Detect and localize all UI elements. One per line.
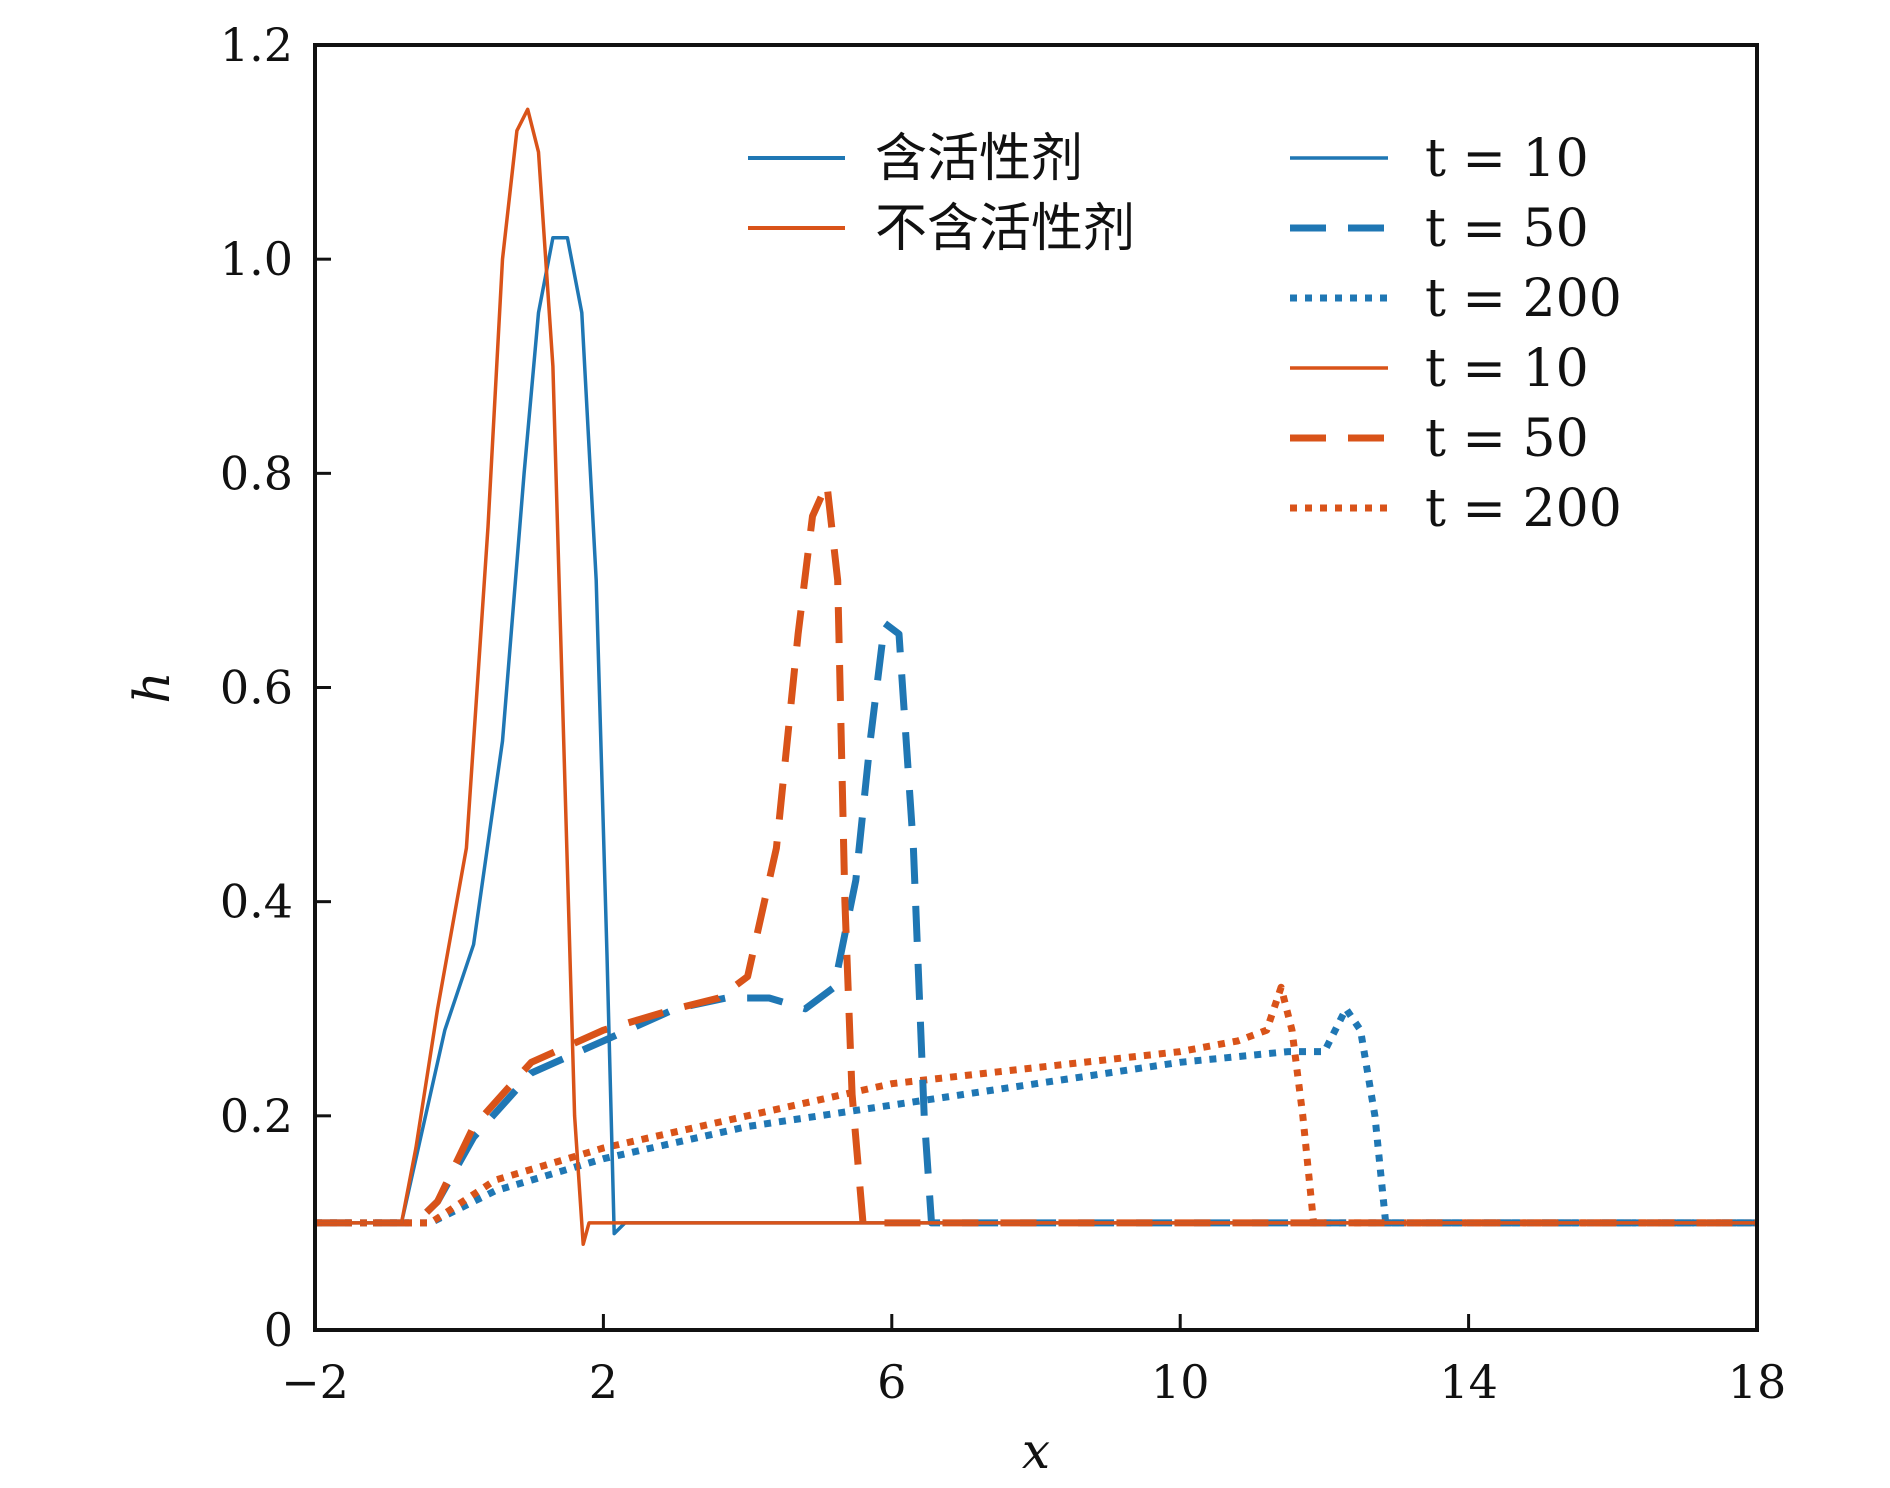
legend-time-label: t = 200 [1425, 479, 1622, 539]
y-tick-label: 0.8 [220, 446, 293, 500]
x-axis-label: x [1022, 1422, 1050, 1480]
x-tick-label: 10 [1151, 1355, 1210, 1409]
x-tick-label: 14 [1439, 1355, 1498, 1409]
y-tick-label: 1.0 [220, 232, 293, 286]
legend-time-label: t = 50 [1425, 409, 1589, 469]
legend-time-label: t = 200 [1425, 269, 1622, 329]
y-tick-label: 0 [264, 1303, 293, 1357]
legend-time-label: t = 50 [1425, 199, 1589, 259]
y-tick-label: 0.2 [220, 1089, 293, 1143]
series-line [315, 107, 1757, 1247]
legend-time-label: t = 10 [1425, 339, 1589, 399]
series-line [315, 983, 1757, 1227]
y-tick-label: 0.4 [220, 875, 293, 929]
y-tick-label: 1.2 [220, 18, 293, 72]
x-tick-label: −2 [281, 1355, 349, 1409]
y-tick-label: 0.6 [220, 661, 293, 715]
series-line [315, 1005, 1757, 1227]
x-tick-label: 2 [589, 1355, 618, 1409]
y-axis-label: h [123, 671, 181, 703]
legend-group-label: 含活性剂 [875, 129, 1083, 189]
tick-layer: −2 2 6 10 14 18 0 0.2 0.4 0.6 0.8 1.0 1.2 [220, 18, 1786, 1409]
legend-time-entries: t = 10 t = 50 t = 200 t = 10 t = 50 t = 200 [1290, 129, 1622, 539]
x-tick-label: 6 [877, 1355, 906, 1409]
series-layer [315, 107, 1757, 1247]
series-line [315, 619, 1757, 1227]
x-tick-label: 18 [1728, 1355, 1787, 1409]
legend-time-label: t = 10 [1425, 129, 1589, 189]
legend-group-label: 不含活性剂 [875, 199, 1135, 259]
series-line [315, 480, 1757, 1227]
